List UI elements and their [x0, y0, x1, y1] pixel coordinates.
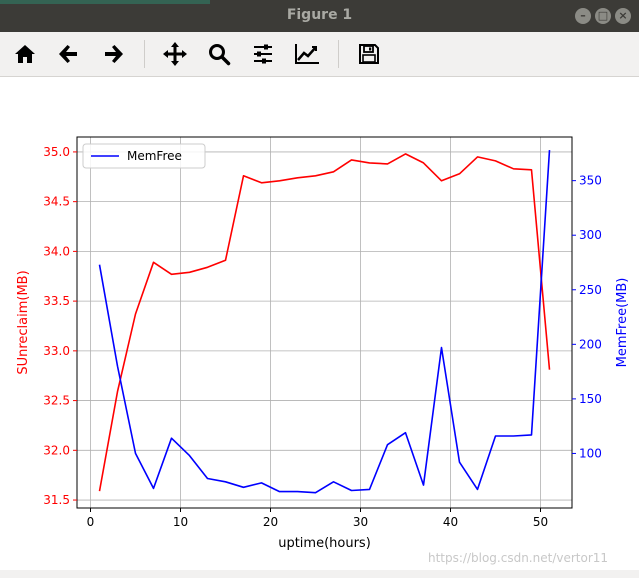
y-left-tick-label: 34.5	[43, 195, 70, 209]
x-tick-label: 20	[263, 515, 278, 529]
y-left-tick-label: 35.0	[43, 145, 70, 159]
minimize-button[interactable]: –	[575, 8, 591, 24]
x-tick-label: 50	[533, 515, 548, 529]
line-chart: 0 10 20 30 40 50 31.5 32.0 32.5 33.0 33.5 34.0 34.5 3…	[16, 136, 630, 551]
y-left-tick-label: 32.5	[43, 394, 70, 408]
y-right-tick-label: 250	[579, 283, 602, 297]
zoom-icon	[209, 44, 231, 66]
y-left-tick-label: 33.0	[43, 344, 70, 358]
close-button[interactable]: ×	[615, 8, 631, 24]
home-icon	[15, 45, 35, 63]
series-line-memfree	[98, 150, 551, 494]
x-tick-label: 0	[87, 515, 95, 529]
y-left-axis-label: SUnreclaim(MB)	[16, 270, 31, 374]
save-button[interactable]	[353, 38, 385, 70]
pan-button[interactable]	[159, 38, 191, 70]
y-right-tick-label: 300	[579, 228, 602, 242]
status-bar	[0, 570, 639, 578]
legend-label-memfree: MemFree	[127, 149, 182, 163]
edit-axis-icon	[295, 44, 319, 64]
figure-canvas[interactable]: 0 10 20 30 40 50 31.5 32.0 32.5 33.0 33.5 34.0 34.5 3…	[0, 77, 639, 570]
x-tick-label: 40	[443, 515, 458, 529]
watermark-text: https://blog.csdn.net/vertor11	[428, 551, 609, 565]
y-left-tick-label: 33.5	[43, 294, 70, 308]
x-tick-label: 30	[353, 515, 368, 529]
y-right-tick-label: 200	[579, 337, 602, 351]
toolbar-separator	[338, 40, 339, 68]
forward-button[interactable]	[97, 38, 129, 70]
y-right-tick-label: 350	[579, 174, 602, 188]
titlebar-accent	[0, 0, 210, 4]
plot-frame	[76, 136, 573, 509]
edit-axis-button[interactable]	[291, 38, 323, 70]
y-right-tick-label: 150	[579, 392, 602, 406]
y-left-tick-label: 31.5	[43, 493, 70, 507]
forward-icon	[105, 45, 123, 63]
y-right-axis-label: MemFree(MB)	[615, 278, 630, 368]
back-icon	[59, 45, 77, 63]
y-left-tick-label: 32.0	[43, 443, 70, 457]
subplots-icon	[254, 44, 272, 64]
zoom-button[interactable]	[203, 38, 235, 70]
pan-icon	[163, 42, 187, 66]
y-right-tick-label: 100	[579, 446, 602, 460]
x-axis-label: uptime(hours)	[278, 536, 371, 551]
maximize-button[interactable]: □	[595, 8, 611, 24]
y-left-tick-label: 34.0	[43, 244, 70, 258]
legend-box	[82, 143, 206, 169]
x-tick-label: 10	[173, 515, 188, 529]
subplots-button[interactable]	[247, 38, 279, 70]
window-titlebar[interactable]: Figure 1 – □ ×	[0, 0, 639, 33]
save-icon	[359, 44, 379, 64]
series-line-sunreclaim	[98, 153, 551, 492]
window-title: Figure 1	[286, 7, 353, 23]
back-button[interactable]	[53, 38, 85, 70]
home-button[interactable]	[9, 38, 41, 70]
toolbar-separator	[144, 40, 145, 68]
toolbar	[0, 32, 639, 77]
